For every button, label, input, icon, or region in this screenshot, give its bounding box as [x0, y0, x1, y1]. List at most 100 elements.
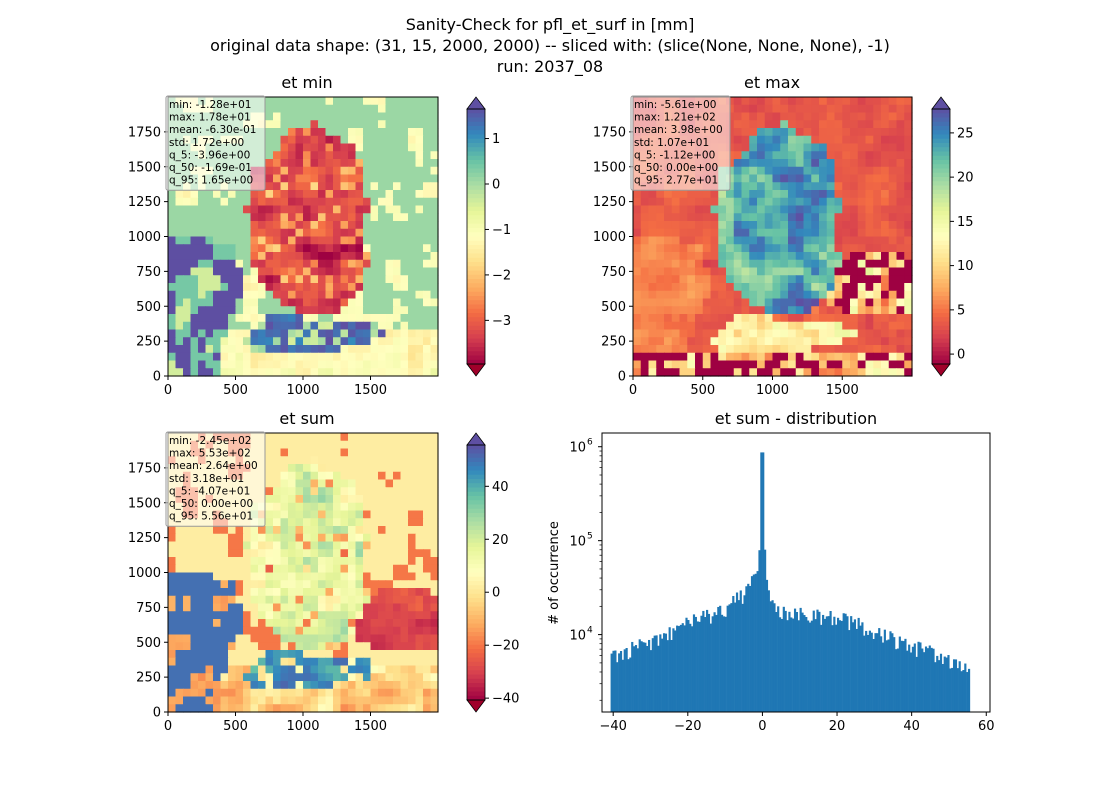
heatmap-cell [857, 267, 867, 276]
heatmap-cell [687, 197, 696, 207]
heatmap-cell [213, 352, 222, 362]
heatmap-cell [423, 306, 432, 315]
heatmap-cell [363, 518, 372, 527]
heatmap-cell [198, 321, 207, 331]
y-tick-label: 750 [601, 265, 626, 280]
heatmap-cell [850, 329, 859, 338]
heatmap-cell [190, 368, 199, 377]
heatmap-cell [190, 634, 199, 643]
heatmap-cell [318, 135, 327, 145]
heatmap-cell [378, 479, 387, 488]
heatmap-cell [220, 673, 229, 682]
colorbar-tick-label: −40 [492, 692, 519, 707]
heatmap-cell [175, 572, 184, 581]
heatmap-cell [834, 306, 843, 315]
heatmap-cell [235, 221, 244, 230]
histogram-bar [640, 641, 643, 712]
heatmap-cell [348, 456, 357, 465]
heatmap-cell [803, 205, 812, 214]
heatmap-cell [757, 290, 766, 300]
heatmap-cell [303, 228, 312, 238]
heatmap-cell [273, 213, 282, 222]
heatmap-cell [679, 360, 688, 369]
heatmap-cell [842, 135, 851, 145]
heatmap-cell [780, 151, 789, 160]
heatmap-cell [385, 120, 394, 129]
heatmap-cell [265, 205, 274, 214]
heatmap-cell [671, 290, 681, 300]
heatmap-cell [333, 704, 342, 713]
heatmap-cell [378, 433, 387, 442]
heatmap-cell [220, 603, 229, 612]
heatmap-cell [834, 213, 843, 222]
heatmap-cell [648, 190, 657, 199]
heatmap-cell [378, 502, 387, 512]
heatmap-cell [295, 626, 304, 636]
heatmap-cell [415, 252, 424, 261]
heatmap-cell [205, 290, 214, 300]
heatmap-cell [803, 228, 812, 238]
heatmap-cell [423, 557, 432, 566]
heatmap-cell [363, 360, 372, 369]
heatmap-cell [280, 352, 289, 362]
heatmap-cell [310, 595, 319, 605]
heatmap-cell [198, 259, 207, 269]
heatmap-cell [741, 329, 750, 338]
heatmap-cell [857, 120, 867, 129]
heatmap-cell [687, 252, 696, 261]
heatmap-cell [213, 642, 222, 651]
heatmap-cell [288, 337, 297, 346]
heatmap-cell [190, 580, 199, 589]
heatmap-cell [280, 495, 289, 504]
heatmap-cell [183, 360, 192, 369]
heatmap-cell [430, 688, 439, 698]
heatmap-cell [325, 510, 334, 519]
heatmap-cell [213, 197, 222, 207]
heatmap-cell [205, 572, 214, 581]
histogram-bar [762, 452, 765, 712]
heatmap-cell [415, 128, 424, 137]
heatmap-cell [220, 306, 229, 315]
heatmap-cell [265, 526, 274, 535]
heatmap-cell [295, 440, 304, 450]
heatmap-cell [710, 205, 719, 214]
heatmap-cell [355, 479, 364, 488]
heatmap-cell [811, 368, 820, 377]
heatmap-cell [288, 182, 297, 191]
heatmap-cell [280, 580, 289, 589]
heatmap-cell [265, 352, 274, 362]
heatmap-cell [265, 298, 274, 307]
heatmap-cell [273, 368, 282, 377]
heatmap-cell [679, 337, 688, 346]
y-tick-label: 1500 [128, 496, 161, 511]
heatmap-cell [318, 298, 327, 307]
heatmap-cell [303, 588, 312, 597]
heatmap-cell [235, 345, 244, 354]
heatmap-cell [280, 619, 289, 628]
heatmap-cell [378, 352, 387, 362]
heatmap-cell [718, 228, 727, 238]
heatmap-cell [408, 502, 417, 512]
heatmap-cell [295, 502, 304, 512]
colorbar-segment [932, 359, 950, 365]
heatmap-cell [718, 306, 727, 315]
heatmap-cell [819, 174, 828, 183]
heatmap-cell [772, 135, 781, 145]
heatmap-cell [295, 321, 304, 331]
heatmap-cell [265, 541, 274, 550]
histogram-bar [685, 617, 688, 712]
heatmap-cell [764, 228, 774, 238]
heatmap-cell [679, 314, 688, 323]
heatmap-cell [430, 182, 439, 191]
heatmap-cell [265, 580, 274, 589]
heatmap-cell [733, 159, 743, 168]
heatmap-cell [393, 166, 402, 176]
heatmap-cell [795, 368, 805, 377]
heatmap-cell [415, 433, 424, 442]
heatmap-cell [175, 221, 184, 230]
heatmap-cell [333, 283, 342, 292]
heatmap-cell [303, 259, 312, 269]
colorbar-segment [467, 296, 485, 301]
heatmap-cell [378, 190, 387, 199]
